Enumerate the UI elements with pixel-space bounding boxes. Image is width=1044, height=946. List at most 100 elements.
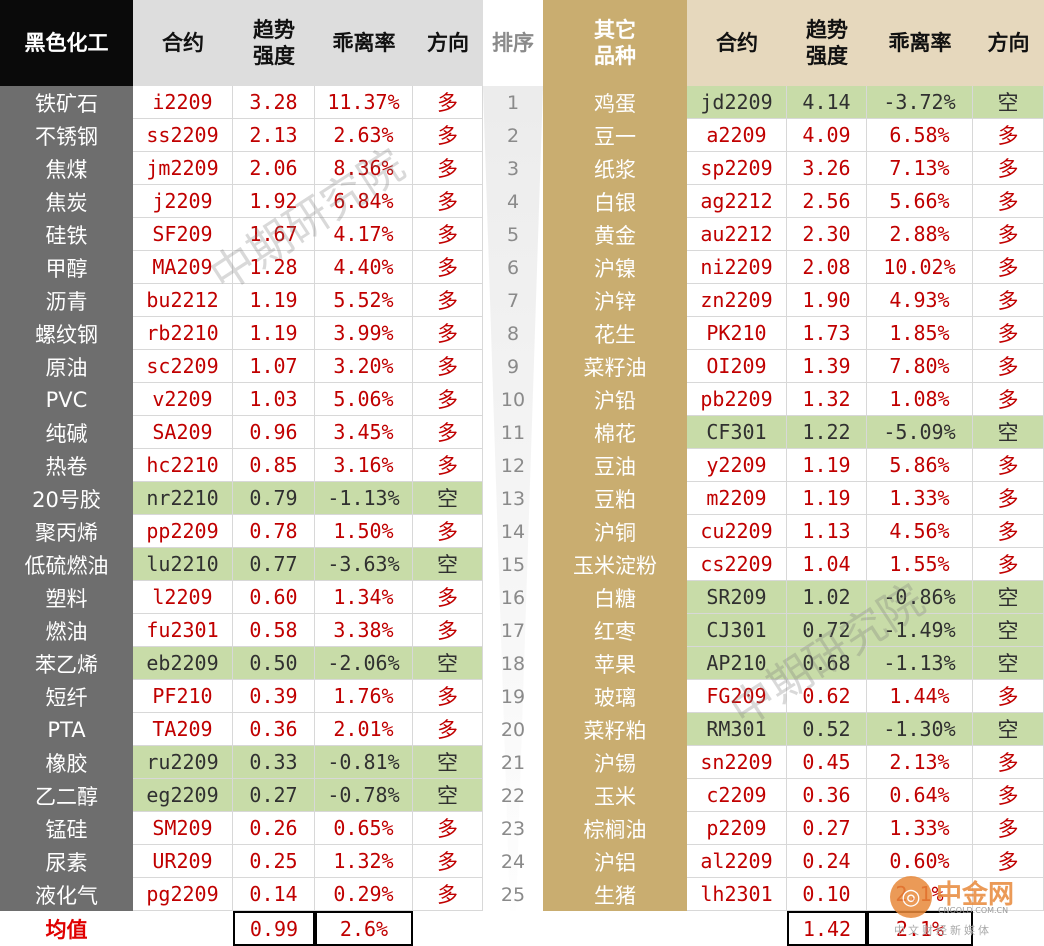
- right-name: 白银: [543, 185, 687, 218]
- logo-brand: 中金网: [936, 880, 1015, 910]
- right-trend: 0.62: [787, 680, 867, 713]
- left-direction: 空: [413, 482, 483, 515]
- left-contract: TA209: [133, 713, 233, 746]
- left-name: 焦煤: [0, 152, 133, 185]
- right-trend: 0.68: [787, 647, 867, 680]
- right-trend: 1.39: [787, 350, 867, 383]
- left-deviation: 2.01%: [315, 713, 413, 746]
- left-direction: 多: [413, 845, 483, 878]
- rank-number: 13: [500, 487, 526, 510]
- left-deviation: -0.81%: [315, 746, 413, 779]
- right-name: 菜籽油: [543, 350, 687, 383]
- left-name: 甲醇: [0, 251, 133, 284]
- mean-left-trend: 0.99: [233, 911, 315, 946]
- right-trend: 2.08: [787, 251, 867, 284]
- right-contract: c2209: [687, 779, 787, 812]
- rank-number: 4: [506, 190, 520, 213]
- right-direction: 空: [973, 86, 1044, 119]
- left-trend: 0.85: [233, 449, 315, 482]
- left-direction: 多: [413, 680, 483, 713]
- left-name: 塑料: [0, 581, 133, 614]
- right-trend: 0.45: [787, 746, 867, 779]
- header-right-category: 其它 品种: [543, 0, 687, 86]
- rank-number: 10: [500, 388, 526, 411]
- left-name: 纯碱: [0, 416, 133, 449]
- right-name: 纸浆: [543, 152, 687, 185]
- left-name: 尿素: [0, 845, 133, 878]
- left-direction: 多: [413, 812, 483, 845]
- left-name: PVC: [0, 383, 133, 416]
- right-name: 棉花: [543, 416, 687, 449]
- right-name: 豆粕: [543, 482, 687, 515]
- right-name: 棕榈油: [543, 812, 687, 845]
- right-trend: 1.13: [787, 515, 867, 548]
- left-deviation: 3.16%: [315, 449, 413, 482]
- right-deviation: 4.93%: [867, 284, 973, 317]
- right-contract: ni2209: [687, 251, 787, 284]
- right-contract: AP210: [687, 647, 787, 680]
- right-direction: 多: [973, 383, 1044, 416]
- left-direction: 多: [413, 185, 483, 218]
- left-contract: SA209: [133, 416, 233, 449]
- right-direction: 多: [973, 449, 1044, 482]
- rank-number: 11: [500, 421, 526, 444]
- left-direction: 多: [413, 152, 483, 185]
- right-trend: 2.30: [787, 218, 867, 251]
- left-direction: 多: [413, 416, 483, 449]
- left-name: 铁矿石: [0, 86, 133, 119]
- right-name: 沪镍: [543, 251, 687, 284]
- left-deviation: 11.37%: [315, 86, 413, 119]
- left-deviation: -0.78%: [315, 779, 413, 812]
- header-contract: 合约: [133, 0, 233, 86]
- left-name: 苯乙烯: [0, 647, 133, 680]
- right-name: 黄金: [543, 218, 687, 251]
- right-contract: y2209: [687, 449, 787, 482]
- left-trend: 1.19: [233, 317, 315, 350]
- left-deviation: 3.38%: [315, 614, 413, 647]
- left-name: 20号胶: [0, 482, 133, 515]
- left-contract: eg2209: [133, 779, 233, 812]
- left-deviation: -1.13%: [315, 482, 413, 515]
- right-contract: cu2209: [687, 515, 787, 548]
- right-deviation: 4.56%: [867, 515, 973, 548]
- left-deviation: 2.63%: [315, 119, 413, 152]
- left-trend: 0.50: [233, 647, 315, 680]
- left-contract: nr2210: [133, 482, 233, 515]
- left-direction: 多: [413, 614, 483, 647]
- rank-number: 16: [500, 586, 526, 609]
- right-deviation: 1.08%: [867, 383, 973, 416]
- right-direction: 空: [973, 416, 1044, 449]
- right-direction: 多: [973, 317, 1044, 350]
- mean-right-trend: 1.42: [787, 911, 867, 946]
- right-deviation: 2.13%: [867, 746, 973, 779]
- right-name: 豆油: [543, 449, 687, 482]
- right-trend: 1.90: [787, 284, 867, 317]
- left-deviation: 5.52%: [315, 284, 413, 317]
- left-name: 橡胶: [0, 746, 133, 779]
- left-trend: 1.03: [233, 383, 315, 416]
- right-name: 沪锌: [543, 284, 687, 317]
- right-name: 鸡蛋: [543, 86, 687, 119]
- right-deviation: -1.13%: [867, 647, 973, 680]
- right-name: 沪铅: [543, 383, 687, 416]
- left-trend: 0.33: [233, 746, 315, 779]
- left-direction: 多: [413, 350, 483, 383]
- left-name: 硅铁: [0, 218, 133, 251]
- right-direction: 多: [973, 185, 1044, 218]
- left-contract: jm2209: [133, 152, 233, 185]
- left-trend: 0.27: [233, 779, 315, 812]
- right-trend: 1.22: [787, 416, 867, 449]
- left-contract: eb2209: [133, 647, 233, 680]
- rank-number: 5: [506, 223, 520, 246]
- left-contract: rb2210: [133, 317, 233, 350]
- left-contract: sc2209: [133, 350, 233, 383]
- left-direction: 空: [413, 647, 483, 680]
- right-deviation: 1.33%: [867, 812, 973, 845]
- left-contract: fu2301: [133, 614, 233, 647]
- left-contract: lu2210: [133, 548, 233, 581]
- left-name: 焦炭: [0, 185, 133, 218]
- left-deviation: 0.65%: [315, 812, 413, 845]
- right-direction: 多: [973, 515, 1044, 548]
- left-deviation: 1.34%: [315, 581, 413, 614]
- rank-number: 24: [500, 850, 526, 873]
